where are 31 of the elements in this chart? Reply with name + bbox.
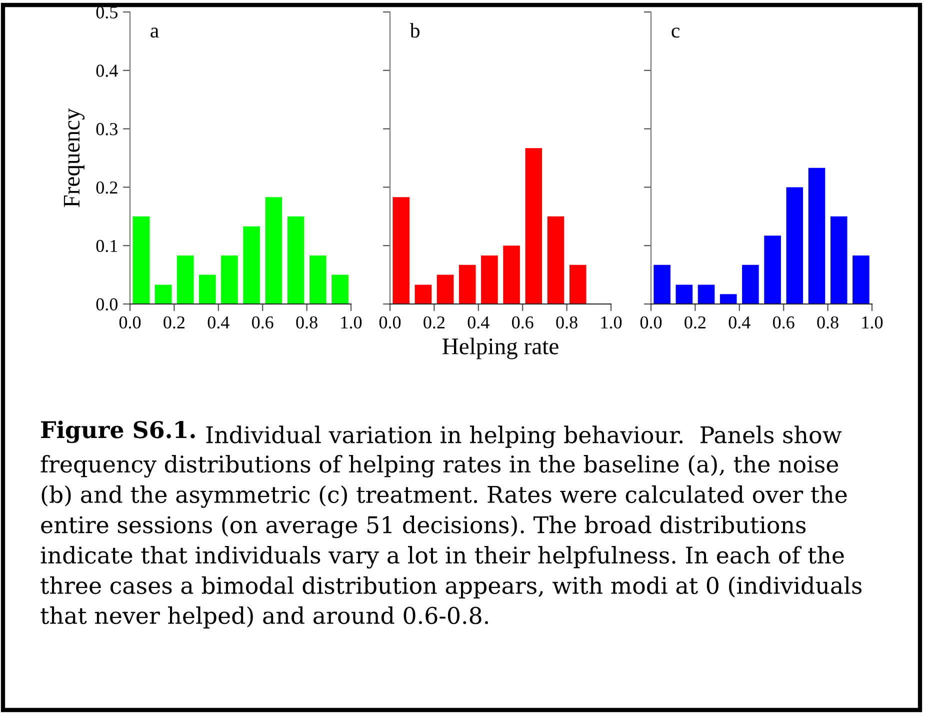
x-tick-label: 0.4: [208, 316, 230, 329]
x-axis-title: Helping rate: [442, 338, 558, 360]
caption: Figure S6.1.: [41, 420, 195, 444]
y-tick-label: 0.2: [96, 181, 118, 194]
x-tick-label: 0.4: [468, 316, 490, 329]
annotation: a: [150, 28, 159, 38]
x-tick-label: 0.0: [640, 316, 662, 329]
annotation: b: [410, 22, 420, 38]
y-axis-title: Frequency: [64, 108, 85, 208]
x-tick-label: 0.8: [817, 316, 838, 329]
annotation: c: [672, 28, 680, 38]
x-tick-label: 0.6: [773, 316, 794, 329]
y-tick-label: 0.4: [96, 64, 118, 77]
text: Individual variation in helping behaviour. Panels show: [206, 426, 842, 448]
x-tick-label: 0.0: [119, 316, 141, 329]
y-tick-label: 0.1: [96, 240, 118, 252]
x-tick-label: 0.6: [512, 316, 534, 329]
x-tick-label: 1.0: [862, 316, 883, 329]
x-tick-label: 1.0: [601, 316, 622, 329]
x-tick-label: 0.2: [164, 316, 184, 329]
x-tick-label: 0.2: [424, 316, 444, 329]
x-tick-label: 0.8: [296, 316, 318, 329]
x-tick-label: 1.0: [341, 316, 362, 329]
text: frequency distributions of helping rates in the baseline (a), the noise (b) and the asymmetric (c) treatment. Rates were calculated over the entire sessions (on average 51 decisions). The broad distributions indicate that individuals vary a lot in their helpfulness. In each of the three cases a bimodal distribution appears, with modi at 0 (individuals that never helped) and around 0.6-0.8.: [40, 455, 862, 629]
y-tick-label: 0.0: [96, 298, 118, 311]
x-tick-label: 0.8: [556, 316, 578, 329]
x-tick-label: 0.6: [252, 316, 274, 329]
x-tick-label: 0.2: [684, 316, 706, 329]
x-tick-label: 0.0: [379, 316, 401, 329]
x-tick-label: 0.4: [728, 316, 750, 329]
y-tick-label: 0.3: [96, 123, 118, 136]
